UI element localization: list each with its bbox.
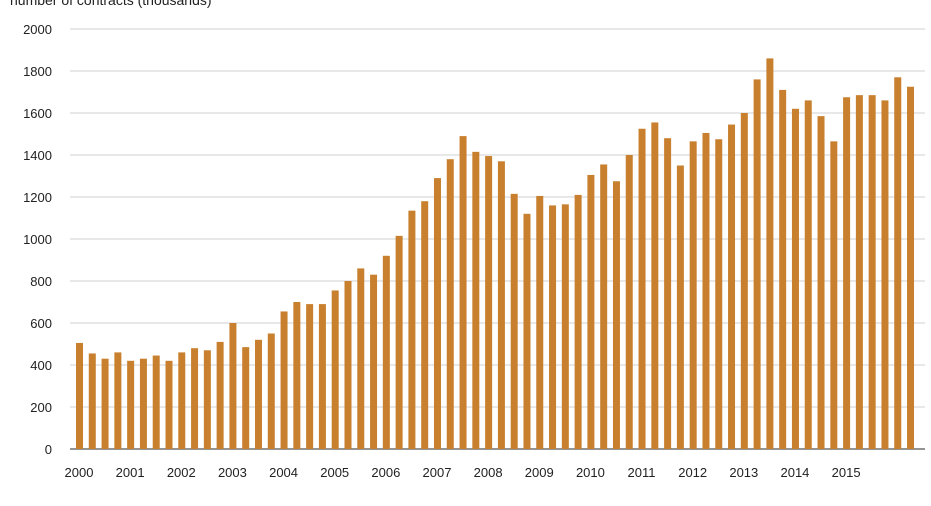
- x-tick-label: 2002: [167, 465, 196, 480]
- bar: [229, 323, 237, 449]
- bar: [433, 178, 441, 449]
- bar: [382, 255, 390, 449]
- bar: [715, 139, 723, 449]
- x-tick-label: 2013: [729, 465, 758, 480]
- bar: [843, 97, 851, 449]
- bar: [536, 195, 544, 449]
- x-tick-label: 2007: [423, 465, 452, 480]
- bar: [139, 358, 147, 449]
- bar: [216, 341, 224, 449]
- bar: [638, 128, 646, 449]
- bar: [676, 165, 684, 449]
- bar: [549, 205, 557, 449]
- bar: [907, 86, 915, 449]
- bar: [587, 174, 595, 449]
- y-tick-label: 2000: [23, 22, 52, 37]
- bar: [114, 352, 122, 449]
- bar: [165, 360, 173, 449]
- y-tick-label: 0: [45, 442, 52, 457]
- bar: [344, 281, 352, 449]
- y-tick-labels: 0 200 400 600 800 1000 1200 1400 1600 1800 2000: [23, 22, 52, 457]
- x-tick-label: 2012: [678, 465, 707, 480]
- x-tick-label: 2009: [525, 465, 554, 480]
- bar: [318, 304, 326, 449]
- y-tick-label: 400: [30, 358, 52, 373]
- bar: [101, 358, 109, 449]
- x-tick-label: 2003: [218, 465, 247, 480]
- bar: [76, 342, 83, 449]
- bar: [702, 132, 710, 449]
- x-tick-labels: 2000 2001 2002 2003 2004 2005 2006 2007 2008 2009…: [65, 465, 861, 480]
- y-tick-label: 200: [30, 400, 52, 415]
- x-tick-label: 2001: [116, 465, 145, 480]
- bar: [254, 339, 262, 449]
- bar: [830, 141, 838, 449]
- bar: [664, 138, 672, 449]
- y-tick-label: 800: [30, 274, 52, 289]
- bar: [881, 100, 889, 450]
- bars: [76, 58, 915, 450]
- bar: [191, 348, 199, 449]
- bar: [88, 353, 96, 449]
- bar: [600, 164, 608, 449]
- bar: [280, 311, 288, 449]
- x-tick-label: 2004: [269, 465, 298, 480]
- bar: [625, 155, 633, 449]
- y-tick-label: 1000: [23, 232, 52, 247]
- bar: [510, 193, 518, 449]
- y-tick-label: 600: [30, 316, 52, 331]
- bar: [779, 89, 787, 450]
- bar: [753, 79, 761, 450]
- bar: [242, 347, 250, 449]
- bar: [152, 355, 160, 449]
- bar: [293, 302, 301, 449]
- bar: [267, 333, 275, 449]
- bar: [408, 210, 416, 449]
- bar: [497, 161, 505, 450]
- bar: [178, 352, 186, 449]
- bar: [203, 350, 211, 449]
- x-tick-label: 2006: [371, 465, 400, 480]
- bar: [421, 201, 429, 449]
- bar: [651, 122, 659, 449]
- bar: [357, 268, 365, 449]
- x-tick-label: 2014: [780, 465, 809, 480]
- x-tick-label: 2008: [474, 465, 503, 480]
- bar: [523, 213, 531, 449]
- bar: [485, 156, 493, 450]
- bar: [472, 151, 480, 449]
- y-tick-label: 1200: [23, 190, 52, 205]
- bar: [395, 235, 403, 449]
- x-tick-label: 2010: [576, 465, 605, 480]
- bar: [612, 181, 620, 449]
- bar: [868, 95, 876, 450]
- y-tick-label: 1600: [23, 106, 52, 121]
- bar: [689, 141, 697, 449]
- bar: [817, 116, 825, 450]
- x-tick-label: 2005: [320, 465, 349, 480]
- bar: [331, 290, 339, 449]
- x-tick-label: 2000: [65, 465, 94, 480]
- bar: [370, 274, 378, 449]
- bar: [561, 204, 569, 449]
- bar: [446, 159, 454, 449]
- bar: [574, 194, 582, 449]
- bar: [804, 100, 812, 450]
- bar: [459, 136, 467, 449]
- bar: [306, 304, 314, 449]
- bar: [740, 113, 748, 449]
- bar: [894, 77, 902, 450]
- bar: [766, 58, 774, 450]
- y-axis-label: number of contracts (thousands): [10, 0, 212, 8]
- bar: [855, 95, 863, 450]
- x-tick-label: 2015: [832, 465, 861, 480]
- bar: [728, 124, 736, 450]
- y-tick-label: 1400: [23, 148, 52, 163]
- bar: [127, 360, 135, 449]
- y-tick-label: 1800: [23, 64, 52, 79]
- bar: [791, 108, 799, 450]
- x-tick-label: 2011: [628, 465, 656, 480]
